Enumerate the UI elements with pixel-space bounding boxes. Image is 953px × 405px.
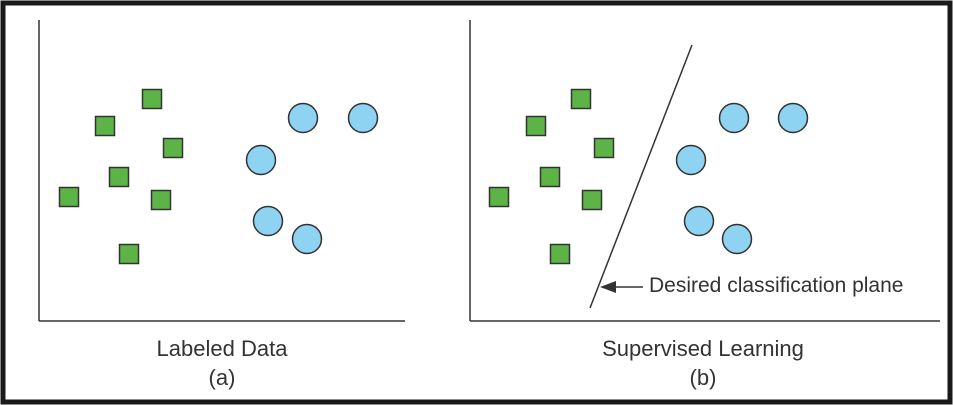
circle-marker (777, 102, 809, 134)
panel-a-title: Labeled Data (156, 336, 288, 361)
square-marker (488, 186, 510, 208)
circle-marker (721, 223, 753, 255)
square-marker (539, 166, 561, 188)
circle-marker (245, 144, 277, 176)
square-marker (141, 88, 163, 110)
panel-a-letter: (a) (208, 365, 236, 390)
panel-b-squares (488, 88, 615, 265)
circle-marker (683, 205, 715, 237)
classification-plane-line (589, 44, 693, 309)
panel-b-circles (675, 102, 809, 255)
square-marker (549, 243, 571, 265)
square-marker (593, 137, 615, 159)
square-marker (58, 186, 80, 208)
circle-marker (287, 102, 319, 134)
panel-a-squares (58, 88, 184, 265)
panel-b (469, 20, 940, 322)
square-marker (94, 115, 116, 137)
panel-b-letter: (b) (689, 365, 717, 390)
panel-a (38, 20, 405, 322)
square-marker (570, 88, 592, 110)
annotation-arrow-head (600, 281, 616, 293)
circle-marker (675, 144, 707, 176)
square-marker (525, 115, 547, 137)
square-marker (162, 137, 184, 159)
circle-marker (291, 223, 323, 255)
panel-a-circles (245, 102, 379, 255)
square-marker (118, 243, 140, 265)
classification-plane-label: Desired classification plane (649, 274, 904, 297)
panel-b-title: Supervised Learning (602, 336, 804, 361)
square-marker (150, 189, 172, 211)
square-marker (108, 166, 130, 188)
circle-marker (252, 205, 284, 237)
square-marker (581, 189, 603, 211)
circle-marker (347, 102, 379, 134)
circle-marker (718, 102, 750, 134)
